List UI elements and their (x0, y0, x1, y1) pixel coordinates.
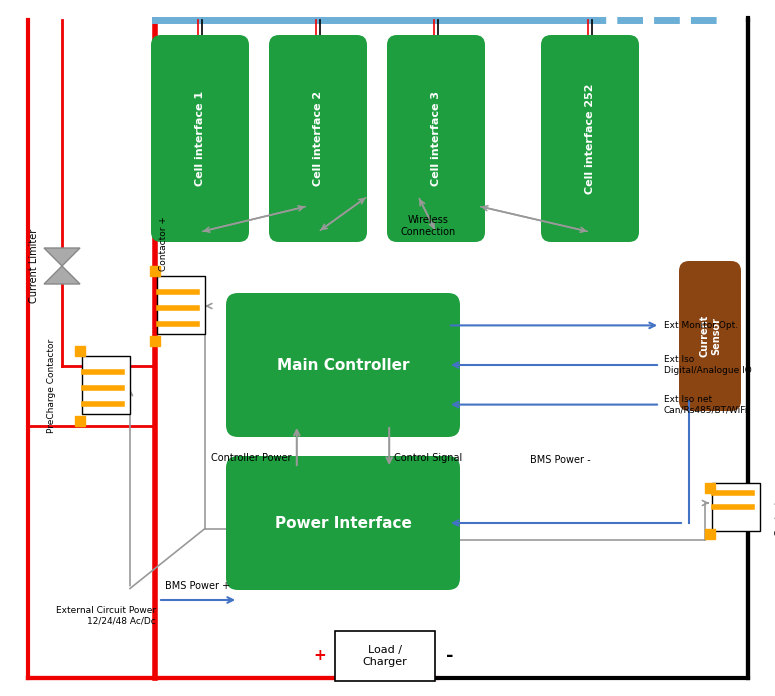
Bar (75, 346, 85, 356)
Text: Cell interface 1: Cell interface 1 (195, 91, 205, 186)
Text: Main Controller: Main Controller (277, 358, 409, 372)
Bar (335, 631, 435, 681)
Text: Control Signal: Control Signal (394, 453, 463, 463)
Text: Power Interface: Power Interface (274, 516, 412, 530)
Bar (82, 356, 130, 414)
Text: Current Limiter: Current Limiter (29, 229, 39, 303)
Bar (150, 266, 160, 276)
Text: Cell interface 2: Cell interface 2 (313, 91, 323, 186)
Text: Ext Iso
Digital/Analogue IO: Ext Iso Digital/Analogue IO (664, 355, 752, 374)
Text: Cell interface 3: Cell interface 3 (431, 91, 441, 186)
Text: BMS Power +: BMS Power + (165, 581, 231, 591)
Text: Cell interface 252: Cell interface 252 (585, 84, 595, 193)
Bar (150, 336, 160, 346)
Text: Ext Iso net
Can/Rs485/BT/WiFi: Ext Iso net Can/Rs485/BT/WiFi (664, 395, 749, 414)
Text: Ext Monitor Opt.: Ext Monitor Opt. (664, 321, 738, 330)
Text: Wireless
Connection: Wireless Connection (401, 215, 456, 237)
Text: BMS Power -: BMS Power - (529, 455, 591, 465)
Text: +: + (314, 649, 326, 663)
Text: PreCharge Contactor: PreCharge Contactor (47, 339, 57, 433)
Bar (705, 529, 715, 539)
Text: External Circuit Power
12/24/48 Ac/Dc: External Circuit Power 12/24/48 Ac/Dc (56, 606, 156, 626)
Text: Contactor +: Contactor + (159, 216, 167, 271)
Bar (75, 416, 85, 426)
Text: Load /
Charger: Load / Charger (363, 645, 408, 667)
FancyBboxPatch shape (151, 35, 249, 242)
Bar (705, 483, 715, 493)
FancyBboxPatch shape (387, 35, 485, 242)
Text: -: - (446, 647, 453, 665)
FancyBboxPatch shape (679, 261, 741, 411)
FancyBboxPatch shape (226, 293, 460, 437)
FancyBboxPatch shape (226, 456, 460, 590)
Bar (157, 276, 205, 334)
FancyBboxPatch shape (541, 35, 639, 242)
FancyBboxPatch shape (269, 35, 367, 242)
Bar (712, 483, 760, 531)
Polygon shape (44, 266, 80, 284)
Polygon shape (44, 248, 80, 266)
Text: Controller Power: Controller Power (212, 453, 292, 463)
Text: Current
Sensor: Current Sensor (699, 315, 721, 357)
